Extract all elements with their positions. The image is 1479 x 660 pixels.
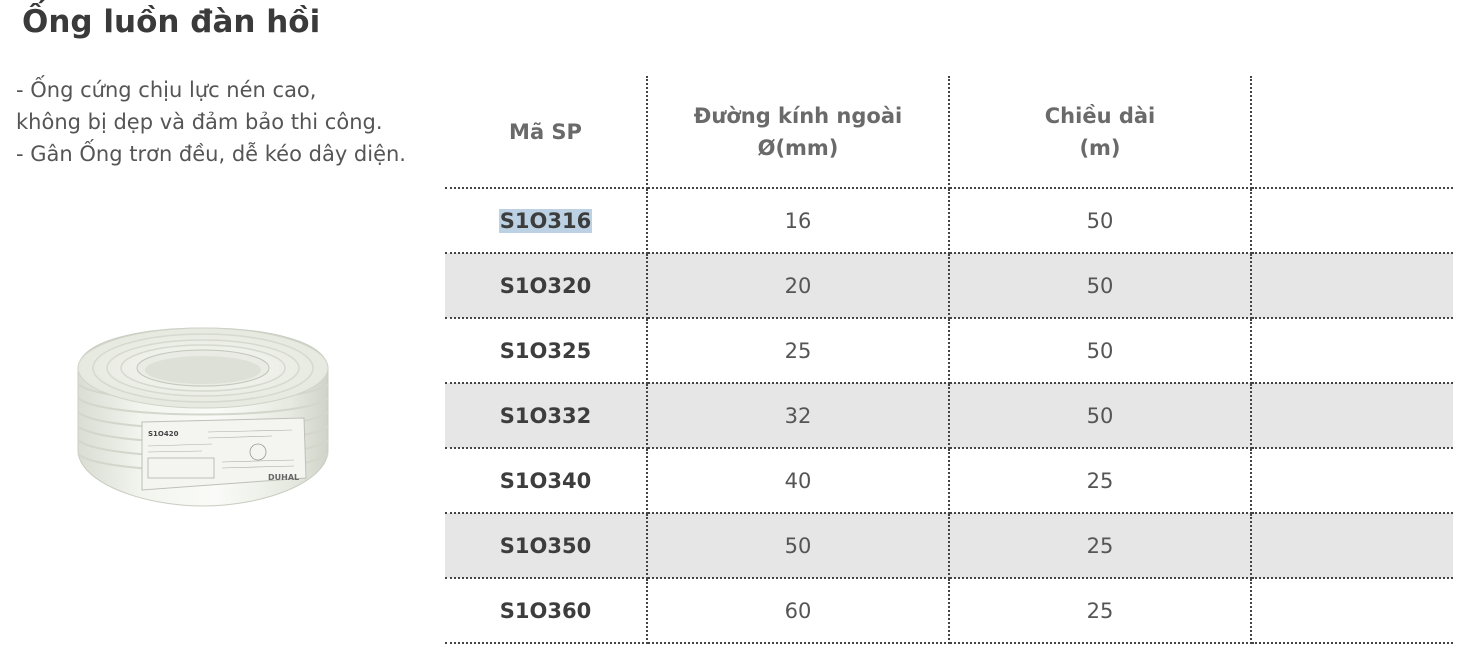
product-description: - Ống cứng chịu lực nén cao, không bị dẹ… [16, 74, 406, 170]
header-diameter: Đường kính ngoài Ø(mm) [647, 76, 950, 189]
page-title: Ống luồn đàn hồi [22, 4, 321, 40]
table-row: S1O360 60 25 [445, 578, 1453, 644]
description-line-3: - Gân Ống trơn đều, dễ kéo dây diện. [16, 142, 406, 166]
description-line-2: không bị dẹp và đảm bảo thi công. [16, 110, 383, 134]
table-row: S1O325 25 50 [445, 318, 1453, 384]
cell-code: S1O316 [445, 188, 648, 254]
cell-code: S1O350 [445, 513, 648, 579]
cell-length: 25 [949, 448, 1252, 514]
cell-code: S1O325 [445, 318, 648, 384]
cell-length: 50 [949, 253, 1252, 319]
cell-diameter: 40 [647, 448, 950, 514]
table-header-row: Mã SP Đường kính ngoài Ø(mm) Chiều dài (… [445, 76, 1453, 189]
cell-diameter: 50 [647, 513, 950, 579]
cell-extra [1251, 253, 1453, 319]
header-code: Mã SP [445, 76, 648, 189]
cell-diameter: 60 [647, 578, 950, 644]
header-extra [1251, 76, 1453, 189]
cell-extra [1251, 383, 1453, 449]
cell-code: S1O360 [445, 578, 648, 644]
cell-length: 50 [949, 188, 1252, 254]
cell-extra [1251, 578, 1453, 644]
description-line-1: - Ống cứng chịu lực nén cao, [16, 78, 317, 102]
header-length: Chiều dài (m) [949, 76, 1252, 189]
cell-extra [1251, 188, 1453, 254]
label-brand: DUHAL [268, 473, 299, 482]
cell-length: 25 [949, 513, 1252, 579]
table-row: S1O350 50 25 [445, 513, 1453, 579]
table-row: S1O316 16 50 [445, 188, 1453, 254]
table-row: S1O332 32 50 [445, 383, 1453, 449]
cell-diameter: 20 [647, 253, 950, 319]
spec-table: Mã SP Đường kính ngoài Ø(mm) Chiều dài (… [445, 76, 1453, 644]
label-code: S1O420 [148, 430, 179, 438]
cell-code: S1O320 [445, 253, 648, 319]
cell-code: S1O340 [445, 448, 648, 514]
cell-diameter: 32 [647, 383, 950, 449]
cell-length: 50 [949, 318, 1252, 384]
product-image-coiled-conduit: S1O420 DUHAL [77, 327, 329, 507]
cell-diameter: 16 [647, 188, 950, 254]
cell-code: S1O332 [445, 383, 648, 449]
cell-diameter: 25 [647, 318, 950, 384]
cell-extra [1251, 513, 1453, 579]
table-row: S1O320 20 50 [445, 253, 1453, 319]
cell-length: 25 [949, 578, 1252, 644]
cell-extra [1251, 448, 1453, 514]
cell-length: 50 [949, 383, 1252, 449]
table-row: S1O340 40 25 [445, 448, 1453, 514]
cell-extra [1251, 318, 1453, 384]
